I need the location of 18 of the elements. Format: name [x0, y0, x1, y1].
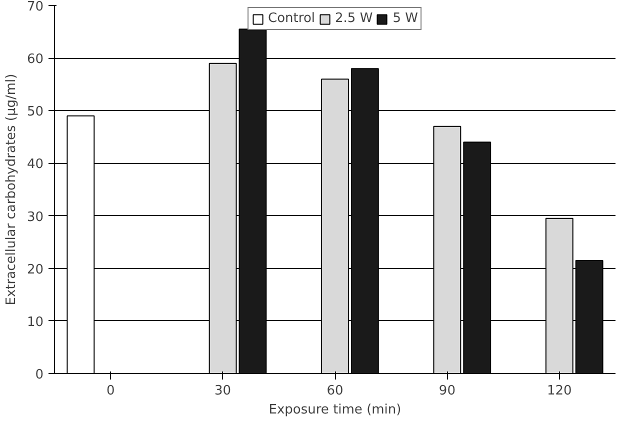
- x-tick-label: 90: [438, 384, 456, 398]
- y-tick-label: 30: [26, 210, 44, 225]
- y-tick-label: 0: [35, 368, 44, 382]
- x-axis-title: Exposure time (min): [268, 402, 402, 418]
- x-tick-label: 30: [214, 384, 232, 398]
- y-tick-label: 50: [26, 104, 44, 120]
- y-tick-label: 40: [26, 157, 44, 172]
- y-axis-title: Extracellular carbohydrates (µg/ml): [4, 74, 19, 306]
- y-tick-label: 70: [26, 0, 44, 14]
- legend-label: Control: [268, 11, 316, 26]
- x-tick-label: 60: [326, 384, 344, 398]
- y-tick-label: 10: [26, 314, 44, 330]
- legend-label: 2.5 W: [335, 11, 373, 26]
- legend-label: 5 W: [392, 11, 418, 26]
- y-tick-label: 20: [26, 262, 44, 278]
- x-tick-label: 0: [106, 384, 115, 398]
- y-tick-label: 60: [26, 52, 44, 68]
- x-tick-label: 120: [546, 384, 572, 398]
